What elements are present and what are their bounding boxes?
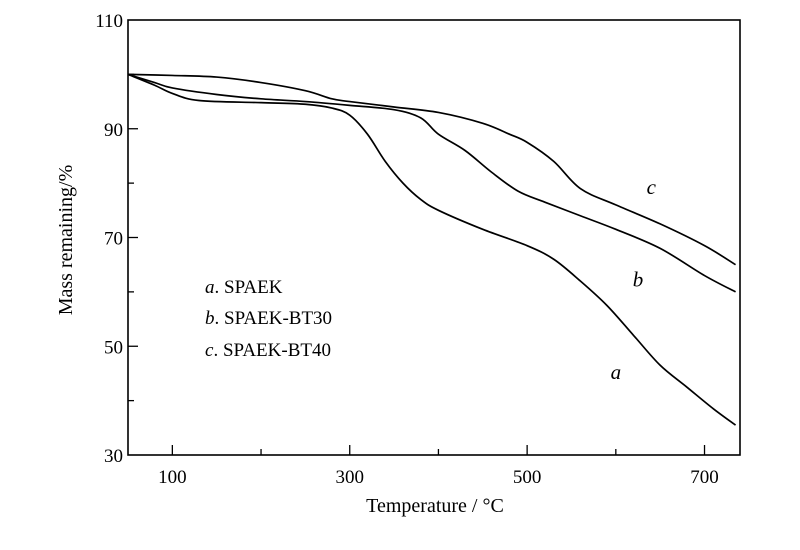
x-axis-title: Temperature / °C <box>366 495 504 517</box>
x-tick-label-300: 300 <box>335 467 364 488</box>
curve-label-c: c <box>647 175 657 199</box>
legend-key-c: c <box>205 340 214 361</box>
legend-label-c: . SPAEK-BT40 <box>213 340 331 361</box>
y-tick-label-110: 110 <box>95 11 123 32</box>
curve-labels-group: a b c <box>611 175 657 384</box>
ticks-group: 100 300 500 700 30 50 70 90 110 <box>95 11 719 488</box>
y-tick-label-90: 90 <box>104 120 123 141</box>
y-tick-label-30: 30 <box>104 446 123 467</box>
y-tick-label-50: 50 <box>104 337 123 358</box>
legend-label-b: . SPAEK-BT30 <box>215 308 333 329</box>
series-line-a <box>127 73 737 426</box>
legend-label-a: . SPAEK <box>215 277 283 298</box>
series-line-b <box>127 73 736 293</box>
y-axis-title: Mass remaining/% <box>55 165 77 316</box>
plot-frame-group <box>127 19 741 456</box>
y-tick-label-70: 70 <box>104 229 123 250</box>
legend: a. SPAEK b. SPAEK-BT30 c. SPAEK-BT40 <box>205 277 332 361</box>
series-line-c <box>127 73 737 266</box>
curve-label-b: b <box>633 267 644 291</box>
plot-frame <box>127 19 741 456</box>
x-tick-label-100: 100 <box>158 467 187 488</box>
legend-entry-a: a. SPAEK <box>205 277 283 298</box>
legend-entry-b: b. SPAEK-BT30 <box>205 308 332 329</box>
x-tick-label-500: 500 <box>513 467 542 488</box>
legend-key-a: a <box>205 277 215 298</box>
legend-entry-c: c. SPAEK-BT40 <box>205 340 331 361</box>
legend-key-b: b <box>205 308 215 329</box>
curve-label-a: a <box>611 360 622 384</box>
series-group <box>127 73 737 426</box>
x-tick-label-700: 700 <box>690 467 719 488</box>
